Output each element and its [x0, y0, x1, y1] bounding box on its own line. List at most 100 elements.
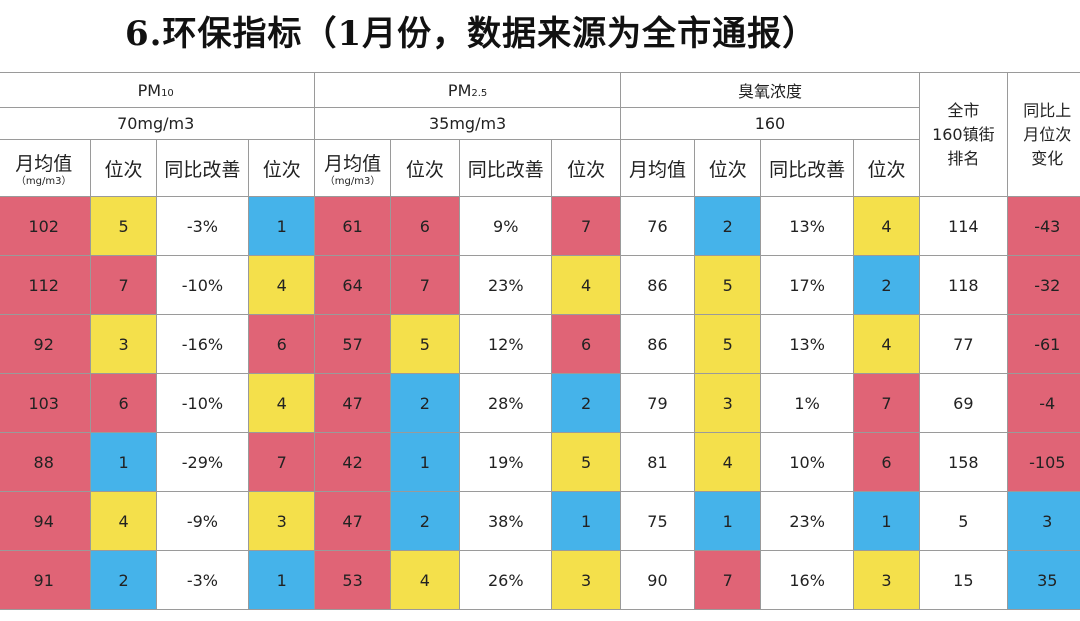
table-cell: 5: [90, 196, 157, 256]
table-cell: 16%: [760, 550, 854, 610]
pm25-yoy-rank-header: 位次: [551, 139, 621, 197]
table-cell: -29%: [155, 432, 250, 492]
table-cell: 6: [389, 196, 461, 256]
table-cell: 94: [0, 491, 92, 551]
table-cell: 38%: [459, 491, 553, 551]
yoy-rank-change-header: 同比上 月位次 变化: [1006, 72, 1080, 197]
table-cell: 2: [389, 491, 461, 551]
table-cell: 3: [1006, 491, 1080, 551]
table-cell: 61: [314, 196, 391, 256]
table-cell: 5: [551, 432, 621, 492]
table-cell: 42: [314, 432, 391, 492]
table-cell: 77: [919, 314, 1008, 374]
table-cell: 2: [389, 373, 461, 433]
table-cell: 1: [694, 491, 762, 551]
table-cell: -9%: [155, 491, 250, 551]
table-cell: 1: [551, 491, 621, 551]
table-cell: 4: [248, 373, 316, 433]
table-row: 112 7 -10% 4 64 7 23% 4 86 5 17% 2 118 -32: [0, 255, 1080, 315]
table-cell: 1%: [760, 373, 854, 433]
table-cell: 12%: [459, 314, 553, 374]
table-cell: 1: [389, 432, 461, 492]
pm10-standard: 70mg/m3: [0, 107, 316, 140]
table-cell: 4: [852, 196, 921, 256]
table-cell: 7: [852, 373, 921, 433]
pm10-rank-header: 位次: [90, 139, 157, 197]
table-cell: 102: [0, 196, 92, 256]
table-cell: 26%: [459, 550, 553, 610]
table-cell: 15: [919, 550, 1008, 610]
table-cell: 1: [90, 432, 157, 492]
table-cell: 103: [0, 373, 92, 433]
table-cell: 28%: [459, 373, 553, 433]
table-cell: 114: [919, 196, 1008, 256]
table-cell: -43: [1006, 196, 1080, 256]
table-cell: 13%: [760, 314, 854, 374]
table-cell: -32: [1006, 255, 1080, 315]
table-cell: 53: [314, 550, 391, 610]
table-cell: 4: [852, 314, 921, 374]
table-cell: 5: [694, 314, 762, 374]
table-cell: 75: [619, 491, 696, 551]
table-cell: 1: [248, 196, 316, 256]
table-cell: 1: [248, 550, 316, 610]
table-cell: 81: [619, 432, 696, 492]
table-cell: 91: [0, 550, 92, 610]
data-rows: 102 5 -3% 1 61 6 9% 7 76 2 13% 4 114 -43 112 7 -10% 4 64 7 2…: [0, 196, 1080, 610]
pm10-yoy-header: 同比改善: [155, 139, 250, 197]
pm25-yoy-header: 同比改善: [459, 139, 553, 197]
table-row: 103 6 -10% 4 47 2 28% 2 79 3 1% 7 69 -4: [0, 373, 1080, 433]
table-cell: 64: [314, 255, 391, 315]
table-cell: 90: [619, 550, 696, 610]
table-cell: 5: [389, 314, 461, 374]
table-cell: 3: [551, 550, 621, 610]
table-cell: 88: [0, 432, 92, 492]
ozone-yoy-header: 同比改善: [760, 139, 854, 197]
ozone-header: 臭氧浓度: [619, 72, 921, 108]
table-cell: 4: [551, 255, 621, 315]
table-cell: 47: [314, 373, 391, 433]
ozone-standard: 160: [619, 107, 921, 140]
page-title: 6.环保指标（1月份，数据来源为全市通报）: [125, 14, 818, 54]
table-cell: 7: [248, 432, 316, 492]
pm25-standard: 35mg/m3: [314, 107, 621, 140]
table-cell: 79: [619, 373, 696, 433]
pm10-monthly-avg-header: 月均值 （mg/m3）: [0, 139, 92, 197]
table-cell: 4: [90, 491, 157, 551]
table-cell: 9%: [459, 196, 553, 256]
table-cell: -16%: [155, 314, 250, 374]
table-cell: 86: [619, 314, 696, 374]
table-cell: 6: [90, 373, 157, 433]
table-cell: 35: [1006, 550, 1080, 610]
table-row: 102 5 -3% 1 61 6 9% 7 76 2 13% 4 114 -43: [0, 196, 1080, 256]
ozone-monthly-avg-header: 月均值: [619, 139, 696, 197]
table-cell: 4: [694, 432, 762, 492]
table-cell: 19%: [459, 432, 553, 492]
table-cell: -61: [1006, 314, 1080, 374]
ozone-yoy-rank-header: 位次: [852, 139, 921, 197]
table-cell: 2: [694, 196, 762, 256]
table-cell: 5: [694, 255, 762, 315]
table-cell: 76: [619, 196, 696, 256]
table-cell: 3: [852, 550, 921, 610]
pm25-rank-header: 位次: [389, 139, 461, 197]
table-row: 92 3 -16% 6 57 5 12% 6 86 5 13% 4 77 -61: [0, 314, 1080, 374]
table-cell: 7: [694, 550, 762, 610]
pm10-header: PM10: [0, 72, 316, 108]
table-cell: 69: [919, 373, 1008, 433]
table-cell: 2: [852, 255, 921, 315]
table-cell: -10%: [155, 255, 250, 315]
table-cell: 2: [551, 373, 621, 433]
table-cell: 7: [389, 255, 461, 315]
pm25-header: PM2.5: [314, 72, 621, 108]
city-rank-header: 全市 160镇街 排名: [919, 72, 1008, 197]
table-cell: 3: [248, 491, 316, 551]
pm25-monthly-avg-header: 月均值 （mg/m3）: [314, 139, 391, 197]
table-cell: -3%: [155, 550, 250, 610]
table-cell: 23%: [459, 255, 553, 315]
table-cell: -3%: [155, 196, 250, 256]
table-cell: 3: [694, 373, 762, 433]
table-cell: 6: [852, 432, 921, 492]
table-cell: 86: [619, 255, 696, 315]
environment-indicator-table: PM10 PM2.5 臭氧浓度 全市 160镇街 排名 同比上 月位次 变化 70mg/…: [0, 72, 1080, 610]
